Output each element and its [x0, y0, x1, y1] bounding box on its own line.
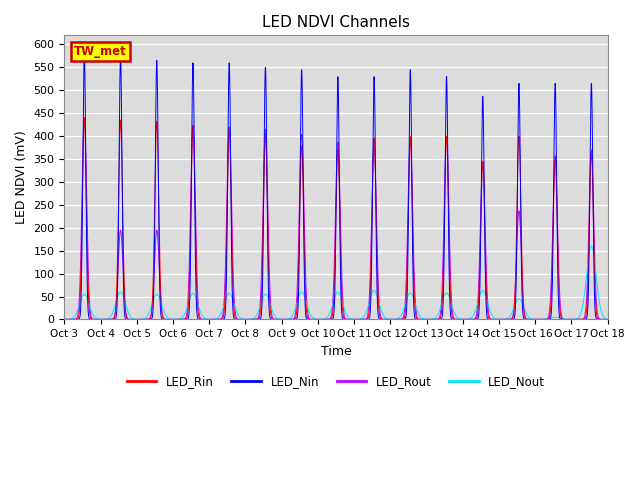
Title: LED NDVI Channels: LED NDVI Channels: [262, 15, 410, 30]
Y-axis label: LED NDVI (mV): LED NDVI (mV): [15, 131, 28, 224]
X-axis label: Time: Time: [321, 345, 351, 358]
Legend: LED_Rin, LED_Nin, LED_Rout, LED_Nout: LED_Rin, LED_Nin, LED_Rout, LED_Nout: [122, 371, 550, 393]
Text: TW_met: TW_met: [74, 45, 127, 58]
